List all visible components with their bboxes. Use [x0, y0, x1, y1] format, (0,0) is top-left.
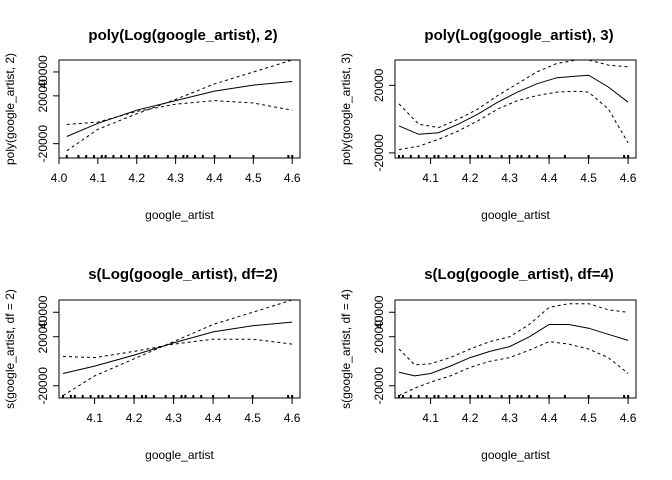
- chart-3-x-tick-label: 4.2: [126, 411, 143, 425]
- chart-1-x-tick-label: 4.1: [90, 171, 107, 185]
- chart-4-ci-line-1: [398, 303, 629, 366]
- chart-4-title: s(Log(google_artist), df=4): [424, 266, 614, 283]
- chart-4-ci-line-2: [398, 341, 629, 397]
- chart-2-x-tick-label: 4.5: [580, 171, 597, 185]
- chart-2-x-tick-label: 4.4: [541, 171, 558, 185]
- chart-2-ci-line-2: [398, 90, 629, 151]
- chart-1-y-tick-label: 20000: [36, 79, 50, 113]
- chart-2-x-tick-label: 4.3: [501, 171, 518, 185]
- chart-4-y-axis-label: s(google_artist, df = 4): [339, 289, 353, 409]
- chart-1-x-tick-label: 4.0: [51, 171, 68, 185]
- chart-2-x-axis-label: google_artist: [481, 208, 550, 222]
- chart-3-x-tick-label: 4.1: [86, 411, 103, 425]
- chart-4-y-tick-label: 40000: [372, 295, 386, 329]
- chart-2-fit-line: [398, 74, 629, 135]
- chart-4-x-tick-label: 4.3: [501, 411, 518, 425]
- chart-1-y-tick-label: -20000: [36, 125, 50, 163]
- chart-2-series-group: [398, 60, 629, 151]
- chart-1-x-tick-label: 4.5: [245, 171, 262, 185]
- chart-3-x-tick-label: 4.6: [284, 411, 301, 425]
- chart-3-panel: s(Log(google_artist), df=2) 4.1 4.2 4.3 4.4 4…: [3, 266, 301, 462]
- chart-3-x-tick-label: 4.3: [165, 411, 182, 425]
- chart-2-y-tick-label: 20000: [372, 68, 386, 102]
- chart-1-x-axis-label: google_artist: [145, 208, 214, 222]
- chart-4-series-group: [398, 303, 629, 397]
- chart-3-ci-line-2: [62, 338, 293, 359]
- chart-3-title: s(Log(google_artist), df=2): [88, 266, 278, 283]
- chart-1-fit-line: [66, 81, 293, 137]
- chart-1-x-tick-label: 4.3: [167, 171, 184, 185]
- chart-2-y-axis-label: poly(google_artist, 3): [339, 53, 353, 165]
- chart-3-y-tick-label: 40000: [36, 295, 50, 329]
- chart-1-series-group: [66, 60, 293, 152]
- chart-2-x-tick-label: 4.1: [422, 171, 439, 185]
- chart-3-x-axis-label: google_artist: [145, 448, 214, 462]
- chart-1-x-tick-label: 4.4: [206, 171, 223, 185]
- chart-4-panel: s(Log(google_artist), df=4) 4.1 4.2 4.3 4.4 4…: [339, 266, 637, 462]
- chart-3-series-group: [62, 300, 293, 397]
- chart-4-x-tick-label: 4.2: [462, 411, 479, 425]
- chart-2-title: poly(Log(google_artist), 3): [424, 27, 613, 44]
- chart-3-ci-line-1: [62, 300, 293, 397]
- chart-1-ci-line-1: [66, 60, 293, 152]
- chart-4-x-tick-label: 4.5: [580, 411, 597, 425]
- chart-1-y-tick-label: 40000: [36, 55, 50, 89]
- chart-3-plot-frame: [58, 299, 301, 399]
- chart-3-x-tick-label: 4.4: [205, 411, 222, 425]
- chart-1-ci-line-2: [66, 100, 293, 125]
- chart-2-plot-frame: [394, 59, 637, 159]
- chart-2-y-tick-label: -20000: [372, 134, 386, 172]
- chart-1-panel: poly(Log(google_artist), 2) 4.0 4.1 4.2 4.3 4…: [3, 27, 301, 222]
- chart-4-x-tick-label: 4.4: [541, 411, 558, 425]
- chart-2-panel: poly(Log(google_artist), 3) 4.1 4.2 4.3 4.4 4…: [339, 27, 637, 222]
- chart-4-x-tick-label: 4.6: [620, 411, 637, 425]
- chart-2-x-tick-label: 4.2: [462, 171, 479, 185]
- chart-2-x-tick-label: 4.6: [620, 171, 637, 185]
- chart-3-y-tick-label: -20000: [36, 367, 50, 405]
- chart-4-y-tick-label: -20000: [372, 367, 386, 405]
- chart-4-x-tick-label: 4.1: [422, 411, 439, 425]
- chart-2-ci-line-1: [398, 60, 629, 129]
- chart-3-y-tick-label: 20000: [36, 320, 50, 354]
- chart-1-title: poly(Log(google_artist), 2): [88, 27, 277, 44]
- chart-1-x-tick-label: 4.2: [128, 171, 145, 185]
- chart-4-plot-frame: [394, 299, 637, 399]
- chart-3-x-tick-label: 4.5: [244, 411, 261, 425]
- chart-3-fit-line: [62, 321, 293, 374]
- chart-4-fit-line: [398, 324, 629, 377]
- chart-4-x-axis-label: google_artist: [481, 448, 550, 462]
- chart-1-plot-frame: [58, 59, 301, 159]
- chart-1-x-tick-label: 4.6: [284, 171, 301, 185]
- chart-3-y-axis-label: s(google_artist, df = 2): [3, 289, 17, 409]
- chart-4-y-tick-label: 20000: [372, 320, 386, 354]
- chart-1-y-axis-label: poly(google_artist, 2): [3, 53, 17, 165]
